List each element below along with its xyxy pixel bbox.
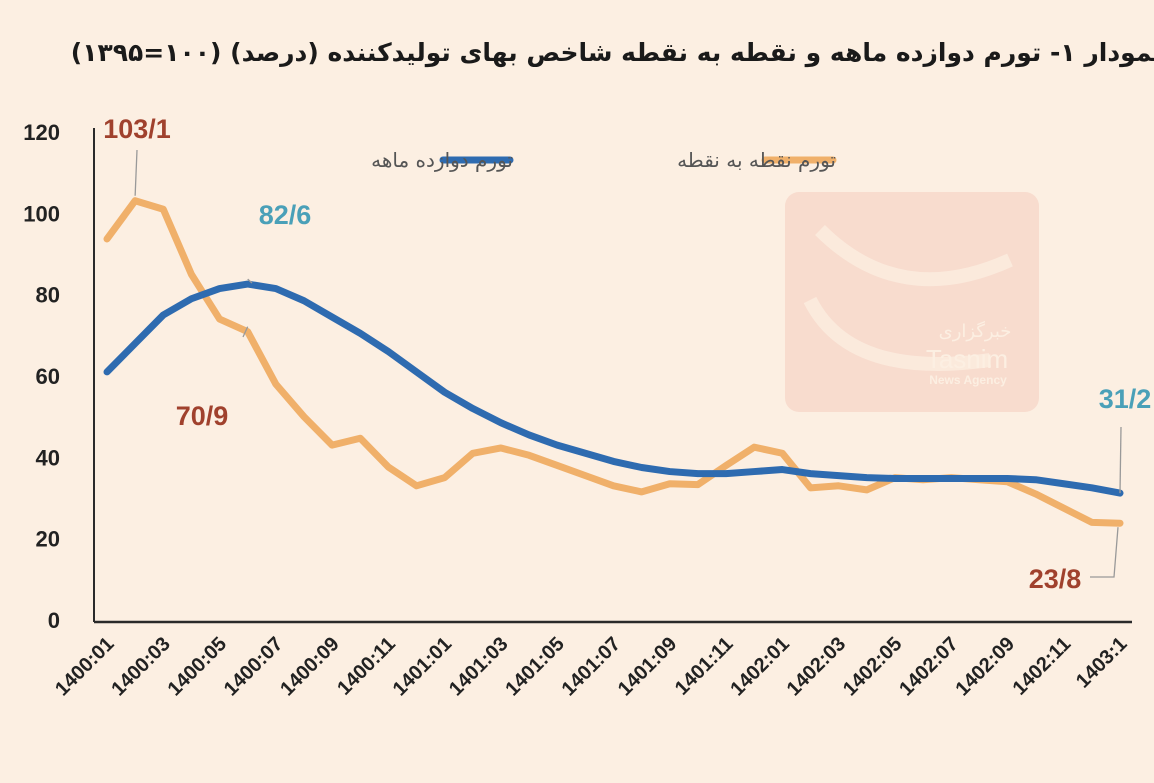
- leader-line: [134, 149, 138, 196]
- y-tick-label: 120: [23, 120, 60, 145]
- x-tick-label: 1401:01: [389, 633, 456, 700]
- leader-line: [242, 326, 249, 338]
- x-tick-label: 1402:11: [1009, 633, 1076, 700]
- legend-label-12month: تورم دوازده ماهه: [371, 148, 513, 172]
- y-tick-label: 20: [36, 527, 60, 552]
- data-label: 23/8: [1029, 564, 1082, 594]
- watermark-arabic: خبرگزاری: [939, 320, 1012, 342]
- x-tick-label: 1402:07: [895, 633, 962, 700]
- legend-label-point: تورم نقطه به نقطه: [677, 148, 836, 172]
- leader-line: [1090, 527, 1119, 578]
- y-tick-label: 80: [36, 283, 60, 308]
- x-tick-label: 1402:03: [783, 633, 850, 700]
- chart-title: نمودار ۱- تورم دوازده ماهه و نقطه به نقط…: [70, 38, 1154, 67]
- x-tick-label: 1401:05: [501, 633, 568, 700]
- leader-line: [247, 278, 253, 284]
- y-tick-label: 60: [36, 364, 60, 389]
- leader-line: [1119, 426, 1122, 494]
- x-tick-label: 1400:05: [164, 633, 231, 700]
- x-tick-label: 1400:01: [51, 633, 118, 700]
- x-tick-label: 1401:07: [558, 633, 625, 700]
- y-tick-label: 40: [36, 445, 60, 470]
- x-tick-label: 1400:11: [333, 633, 400, 700]
- x-tick-label: 1400:03: [107, 633, 174, 700]
- data-label: 82/6: [259, 200, 312, 230]
- data-label: 70/9: [176, 401, 229, 431]
- data-label: 31/2: [1099, 384, 1152, 414]
- x-tick-label: 1400:09: [276, 633, 343, 700]
- x-tick-label: 1402:01: [726, 633, 793, 700]
- data-label: 103/1: [103, 114, 171, 144]
- x-tick-label: 1401:03: [445, 633, 512, 700]
- legend: تورم دوازده ماهه تورم نقطه به نقطه: [371, 148, 837, 172]
- x-tick-label: 1401:09: [614, 633, 681, 700]
- y-tick-label: 100: [23, 201, 60, 226]
- watermark-name: Tasnim: [926, 344, 1008, 374]
- x-tick-label: 1401:11: [671, 633, 738, 700]
- y-tick-label: 0: [48, 608, 60, 633]
- x-tick-label: 1400:07: [220, 633, 287, 700]
- x-tick-label: 1402:05: [839, 633, 906, 700]
- watermark: خبرگزاری Tasnim News Agency: [785, 192, 1039, 412]
- watermark-sub: News Agency: [929, 373, 1007, 387]
- x-tick-label: 1403:1: [1072, 633, 1132, 693]
- x-tick-label: 1402:09: [952, 633, 1019, 700]
